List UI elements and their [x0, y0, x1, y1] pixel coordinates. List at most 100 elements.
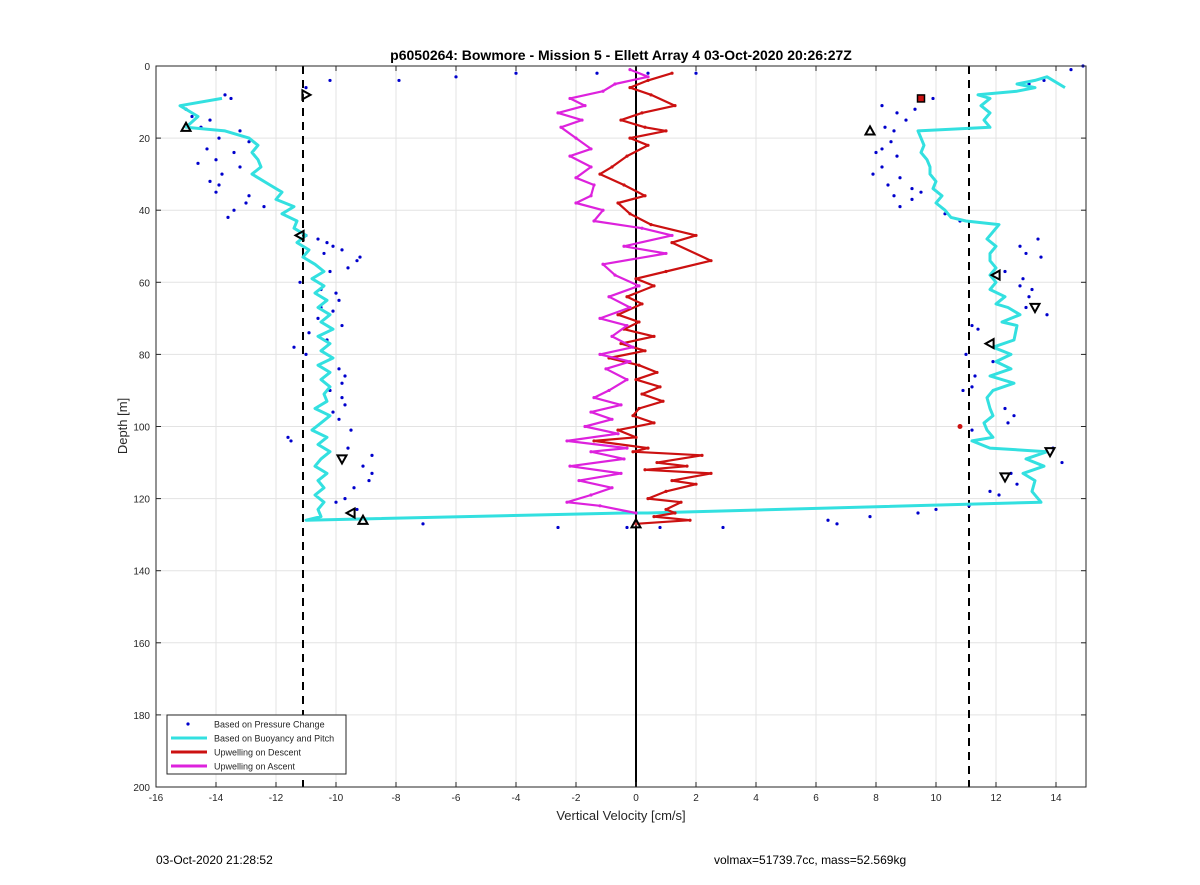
upwelling-point [655, 370, 659, 375]
pressure-change-point [1039, 255, 1043, 259]
pressure-change-point [883, 125, 887, 129]
pressure-change-point [1042, 78, 1046, 83]
pressure-change-point [931, 96, 935, 101]
y-tick-label: 60 [139, 278, 151, 289]
upwelling-point [568, 96, 572, 101]
upwelling-point [628, 86, 632, 90]
pressure-change-point [217, 136, 221, 140]
upwelling-point [661, 399, 665, 403]
upwelling-point [598, 352, 602, 356]
y-tick-label: 160 [133, 639, 150, 650]
x-tick-label: -14 [209, 793, 224, 804]
upwelling-point [685, 464, 689, 468]
y-axis-label: Depth [m] [115, 398, 130, 454]
pressure-change-point [721, 525, 725, 530]
upwelling-point [577, 478, 581, 483]
pressure-change-point [298, 280, 302, 284]
down-triangle-marker [335, 454, 349, 466]
upwelling-point [700, 453, 704, 457]
up-triangle-marker [629, 517, 643, 529]
x-tick-label: -12 [269, 793, 284, 804]
pressure-change-point [289, 439, 293, 443]
upwelling-point [655, 460, 659, 465]
pressure-change-point [343, 497, 347, 501]
pressure-change-point [322, 251, 326, 256]
pressure-change-point [1024, 305, 1028, 310]
pressure-change-point [1003, 406, 1007, 411]
pressure-change-point [898, 176, 902, 180]
upwelling-point [613, 273, 617, 277]
pressure-change-point [454, 75, 458, 79]
upwelling-point [628, 136, 632, 140]
upwelling-point [646, 446, 650, 450]
x-tick-label: 12 [990, 793, 1002, 804]
legend-box [166, 714, 347, 775]
pressure-change-point [355, 259, 359, 263]
tick-layer: -16 -14 -12 -10 -8 -6 -4 -2 0 2 4 6 8 10 12 14020406080… [133, 62, 1086, 804]
upwelling-point [598, 316, 602, 320]
upwelling-point [709, 259, 713, 263]
upwelling-point [673, 104, 677, 108]
pressure-change-point [232, 208, 236, 212]
upwelling-point [637, 363, 641, 367]
upwelling-point [625, 154, 629, 158]
upwelling-point [646, 78, 650, 83]
pressure-change-point [337, 367, 341, 371]
pressure-change-point [970, 323, 974, 328]
legend-point-swatch [186, 722, 190, 726]
upwelling-point [694, 482, 698, 486]
up-triangle-marker [179, 120, 193, 132]
pressure-change-point [370, 471, 374, 475]
upwelling-point [628, 68, 632, 72]
upwelling-point [619, 341, 623, 346]
pressure-change-point [880, 165, 884, 169]
pressure-change-point [646, 71, 650, 75]
pressure-change-point [874, 150, 878, 155]
square-marker [916, 94, 926, 103]
y-tick-label: 80 [139, 350, 151, 361]
upwelling-point [604, 367, 608, 371]
x-tick-label: 4 [753, 793, 759, 804]
left-triangle-marker [293, 229, 305, 242]
upwelling-point [589, 450, 593, 454]
pressure-change-point [514, 71, 518, 75]
pressure-change-point [214, 158, 218, 162]
upwelling-point [688, 518, 692, 522]
pressure-change-point [247, 140, 251, 144]
upwelling-point [622, 244, 626, 248]
upwelling-point [640, 226, 644, 230]
upwelling-point [679, 500, 683, 504]
upwelling-point [634, 435, 638, 439]
y-tick-label: 120 [133, 495, 150, 506]
pressure-change-point [286, 435, 290, 439]
pressure-change-point [991, 360, 995, 364]
pressure-change-point [934, 507, 938, 512]
pressure-change-point [337, 298, 341, 302]
upwelling-point [709, 471, 713, 475]
upwelling-point [652, 334, 656, 338]
pressure-change-point [835, 522, 839, 526]
pressure-change-point [970, 385, 974, 389]
upwelling-point [634, 378, 638, 382]
upwelling-point [637, 406, 641, 411]
pressure-change-point [346, 446, 350, 450]
upwelling-point [574, 136, 578, 140]
series-1 [178, 75, 1066, 522]
upwelling-point [592, 396, 596, 400]
down-triangle-marker [1043, 447, 1057, 459]
pressure-change-point [976, 327, 980, 331]
pressure-change-point [316, 316, 320, 320]
upwelling-point [640, 302, 644, 306]
pressure-change-point [304, 352, 308, 356]
pressure-change-point [334, 500, 338, 504]
pressure-change-point [262, 204, 266, 209]
upwelling-point [634, 277, 638, 281]
pressure-change-point [343, 374, 347, 378]
upwelling-point [592, 439, 596, 443]
upwelling-point [619, 118, 623, 122]
upwelling-point [568, 464, 572, 468]
series-2 [592, 71, 713, 526]
upwelling-point [616, 432, 620, 436]
upwelling-point [670, 241, 674, 245]
pressure-change-point [214, 190, 218, 194]
